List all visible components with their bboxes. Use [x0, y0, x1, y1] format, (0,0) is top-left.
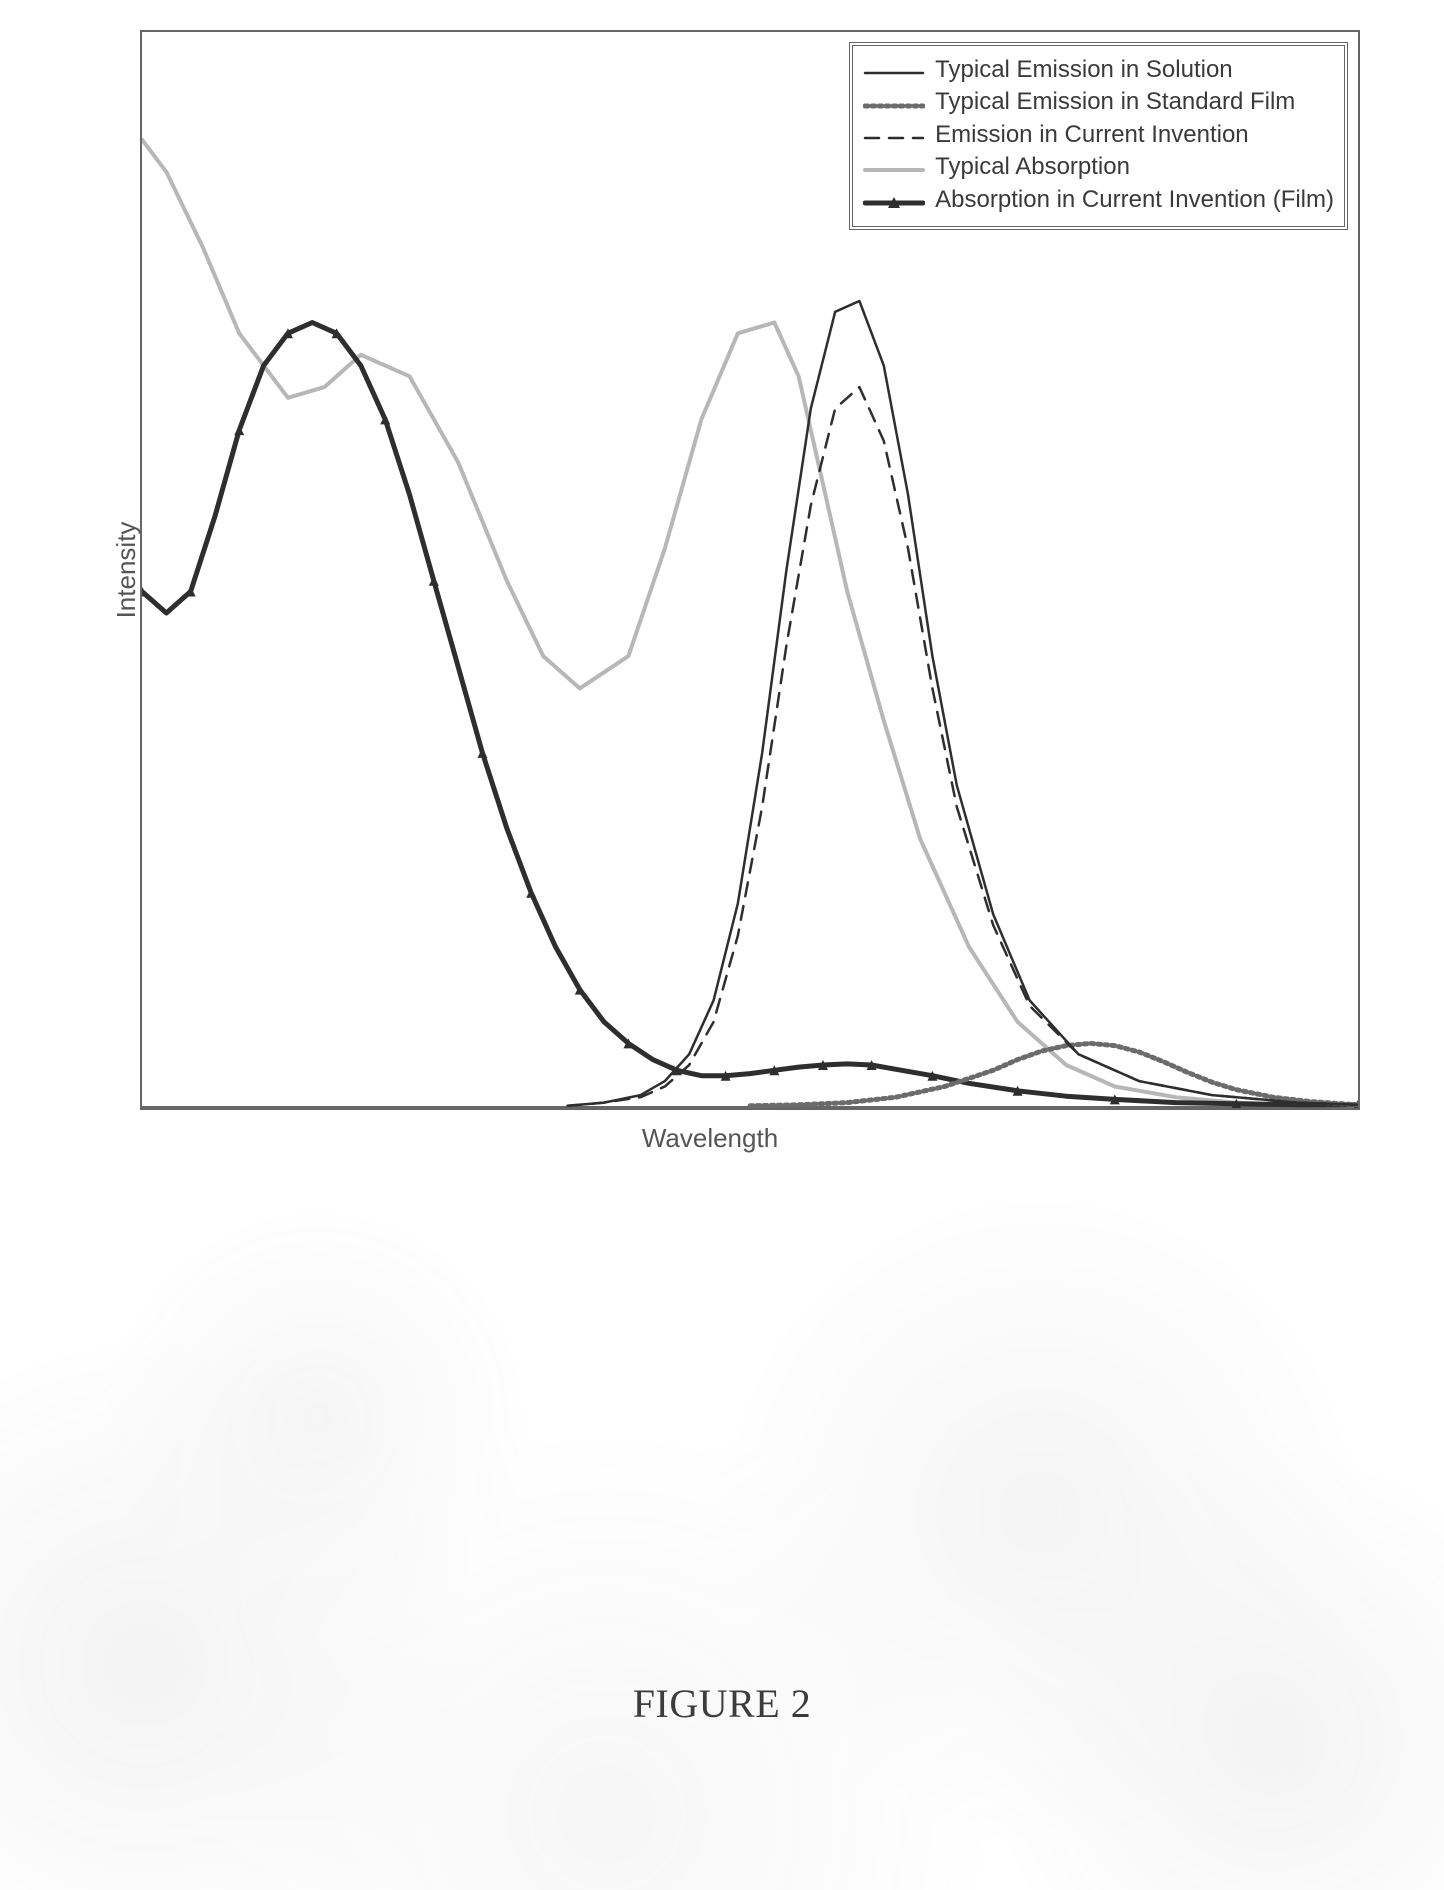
- legend-label: Emission in Current Invention: [935, 119, 1248, 151]
- legend-item: Typical Emission in Standard Film: [863, 86, 1334, 118]
- legend-label: Typical Emission in Solution: [935, 54, 1232, 86]
- legend-swatch: [863, 190, 925, 210]
- legend-item: Typical Emission in Solution: [863, 54, 1334, 86]
- series-line: [142, 140, 1358, 1106]
- legend-swatch: [863, 93, 925, 113]
- legend-swatch: [863, 125, 925, 145]
- legend-item: Absorption in Current Invention (Film): [863, 184, 1334, 216]
- legend: Typical Emission in SolutionTypical Emis…: [849, 42, 1348, 230]
- x-axis-label: Wavelength: [642, 1123, 778, 1154]
- plot-area: Typical Emission in SolutionTypical Emis…: [140, 30, 1360, 1110]
- legend-swatch: [863, 60, 925, 80]
- series-line: [142, 323, 1358, 1105]
- y-axis-label: Intensity: [111, 522, 142, 619]
- page: Intensity Typical Emission in SolutionTy…: [0, 0, 1444, 1890]
- legend-item: Emission in Current Invention: [863, 119, 1334, 151]
- series-line: [568, 301, 1358, 1106]
- chart-container: Intensity Typical Emission in SolutionTy…: [60, 30, 1360, 1110]
- figure-caption: FIGURE 2: [633, 1680, 811, 1727]
- legend-item: Typical Absorption: [863, 151, 1334, 183]
- legend-swatch: [863, 157, 925, 177]
- legend-label: Typical Emission in Standard Film: [935, 86, 1295, 118]
- legend-label: Typical Absorption: [935, 151, 1130, 183]
- series-line: [568, 387, 1358, 1106]
- legend-label: Absorption in Current Invention (Film): [935, 184, 1334, 216]
